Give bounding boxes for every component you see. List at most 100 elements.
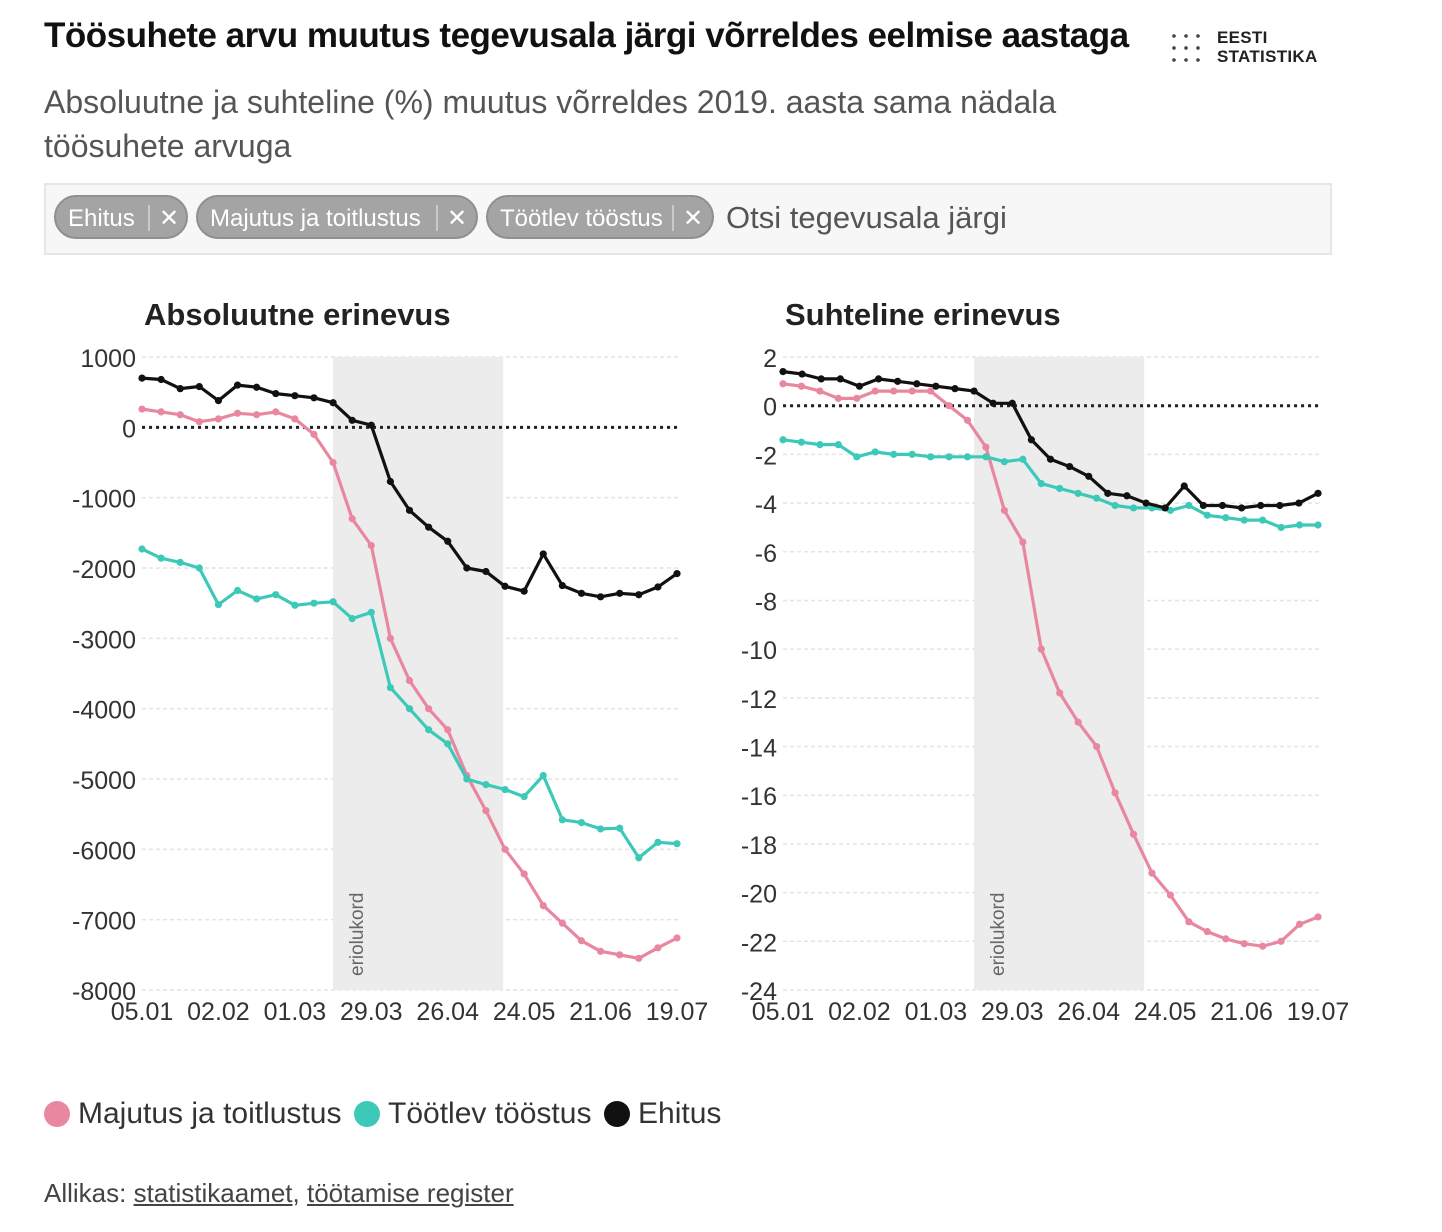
y-tick-label: 0 [763, 394, 777, 422]
data-point [1129, 504, 1138, 512]
data-point [673, 570, 681, 578]
y-tick-label: -18 [741, 832, 777, 860]
y-tick-label: -3000 [72, 626, 136, 654]
data-point [635, 591, 643, 599]
data-point [577, 589, 586, 597]
data-point [1085, 472, 1093, 480]
legend-label: Ehitus [638, 1097, 722, 1130]
data-point [501, 785, 509, 794]
y-tick-label: -1000 [72, 486, 136, 514]
data-point [817, 375, 825, 383]
data-point [1008, 399, 1016, 407]
data-point [1142, 499, 1150, 507]
data-point [558, 919, 566, 927]
filter-chip-label: Ehitus [68, 205, 135, 232]
series-3 [779, 368, 1322, 512]
data-point [616, 951, 624, 959]
y-tick-label: -8000 [72, 978, 136, 1006]
remove-ehitus-icon[interactable]: ✕ [158, 205, 180, 232]
x-tick-label: 26.04 [1057, 998, 1120, 1026]
data-point [951, 385, 959, 393]
x-tick-label: 29.03 [340, 998, 403, 1026]
data-point [635, 854, 643, 862]
series-2 [138, 545, 681, 862]
data-point [779, 368, 787, 376]
data-point [1185, 501, 1193, 510]
data-point [1237, 504, 1246, 512]
industry-search-input[interactable] [726, 195, 1306, 241]
data-point [367, 541, 375, 550]
data-point [425, 523, 433, 531]
data-point [233, 409, 242, 417]
source-link-statistikaamet[interactable]: statistikaamet [133, 1178, 293, 1208]
data-point [405, 506, 414, 514]
data-point [233, 381, 242, 389]
y-tick-label: -12 [741, 686, 777, 714]
x-tick-label: 05.01 [111, 998, 174, 1026]
data-point [253, 411, 261, 419]
data-point [253, 595, 261, 603]
data-point [1257, 501, 1265, 510]
data-point [176, 411, 184, 419]
data-point [1093, 742, 1101, 751]
data-point [348, 615, 356, 623]
filter-chip-label: Majutus ja toitlustus [210, 205, 421, 232]
filter-chip-tootlev[interactable]: Töötlev tööstus ✕ [486, 195, 714, 239]
data-point [963, 453, 972, 461]
data-point [989, 399, 997, 407]
data-point [654, 944, 662, 952]
data-point [405, 676, 414, 685]
data-point [673, 840, 681, 848]
y-tick-label: -22 [741, 929, 777, 957]
filter-chip-ehitus[interactable]: Ehitus ✕ [54, 195, 188, 239]
chip-divider [148, 205, 150, 231]
y-tick-label: -20 [741, 881, 777, 909]
data-point [501, 582, 509, 590]
chart-panel-2: Suhteline erinevus 2 0 -2 -4 -6 -8 -10 -12 -14 -16… [741, 297, 1349, 1026]
y-tick-label: -6 [755, 540, 777, 568]
data-point [1240, 516, 1248, 524]
data-point [157, 408, 165, 416]
data-point [1259, 942, 1267, 950]
eesti-statistika-logo: EESTI STATISTIKA [1168, 28, 1338, 70]
data-point [195, 418, 203, 426]
data-point [291, 415, 299, 423]
data-point [1074, 718, 1082, 726]
data-point [874, 375, 883, 383]
data-point [616, 824, 624, 832]
data-point [558, 816, 566, 824]
band-label: eriolukord [347, 893, 368, 976]
x-tick-label: 24.05 [493, 998, 556, 1026]
data-point [908, 450, 916, 458]
data-point [329, 458, 337, 467]
data-point [329, 598, 337, 606]
data-point [367, 608, 375, 616]
data-point [1203, 927, 1211, 936]
band-label: eriolukord [988, 893, 1009, 976]
data-point [963, 416, 972, 424]
filter-chip-majutus[interactable]: Majutus ja toitlustus ✕ [196, 195, 478, 239]
data-point [1000, 458, 1008, 466]
data-point [386, 683, 394, 692]
data-point [890, 450, 898, 458]
data-point [797, 438, 806, 446]
data-point [214, 600, 223, 609]
filter-chip-label: Töötlev tööstus [500, 205, 663, 232]
data-point [1203, 511, 1211, 519]
x-tick-label: 19.07 [1287, 998, 1350, 1026]
x-tick-label: 29.03 [981, 998, 1044, 1026]
data-point [1104, 489, 1112, 497]
legend-dot-majutus [44, 1101, 70, 1127]
remove-tootlev-icon[interactable]: ✕ [682, 205, 704, 232]
chip-divider [436, 205, 438, 231]
data-point [871, 448, 879, 456]
data-point [1037, 645, 1045, 653]
data-point [1074, 489, 1082, 497]
source-link-register[interactable]: töötamise register [306, 1178, 514, 1208]
data-point [386, 477, 394, 486]
remove-majutus-icon[interactable]: ✕ [446, 205, 468, 232]
data-point [908, 387, 916, 395]
shaded-band-eriolukord [332, 357, 504, 990]
chart-panel-1: Absoluutne erinevus 1000 0 -1000 -2000 -3000 -… [72, 297, 708, 1026]
x-tick-label: 02.02 [187, 998, 250, 1026]
